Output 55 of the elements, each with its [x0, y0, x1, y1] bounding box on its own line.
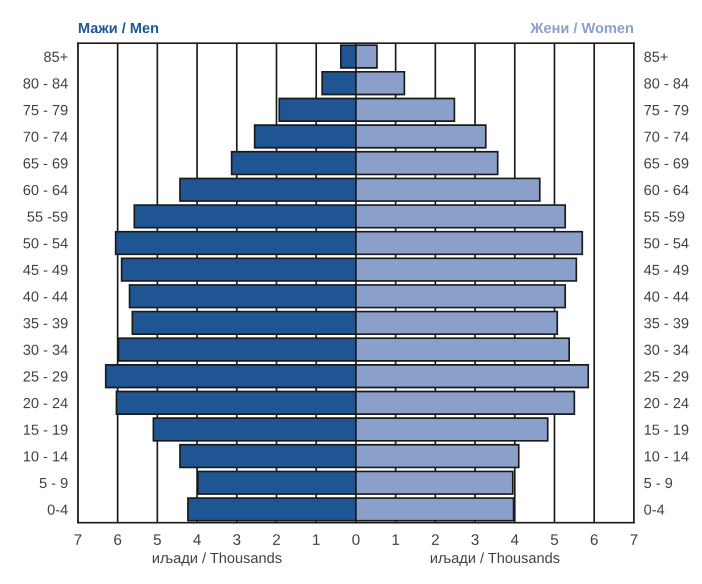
y-tick-label: 70 - 74 — [644, 132, 689, 142]
x-tick-label: 4 — [193, 534, 201, 545]
category-label: 5 - 9 — [40, 478, 68, 488]
category-label: 60 - 64 — [24, 184, 68, 196]
x-axis-title: иљади / Thousands — [152, 552, 282, 566]
text: Жени / Women — [530, 22, 634, 34]
category-label: 45 - 49 — [23, 264, 68, 276]
y-tick-label: 65 - 69 — [644, 158, 688, 169]
x-tick-label: 5 — [154, 534, 161, 546]
y-tick-label: 75 - 79 — [644, 104, 688, 116]
category-label: 0-4 — [48, 504, 68, 515]
category-label: 15 - 19 — [24, 424, 68, 435]
x-tick-label: 1 — [313, 534, 320, 545]
x-tick-label: 2 — [273, 534, 280, 545]
x-tick-label: 7 — [630, 534, 638, 545]
category-label: 25 - 29 — [24, 371, 68, 382]
y-tick-label: 30 - 34 — [644, 344, 689, 355]
category-label: 55 -59 — [27, 211, 68, 222]
y-tick-label: 25 - 29 — [644, 371, 688, 382]
x-tick-label: 3 — [471, 534, 479, 546]
y-tick-label: 55 -59 — [644, 211, 684, 222]
y-tick-label: 60 - 64 — [644, 184, 689, 196]
x-tick-label: 7 — [74, 534, 82, 545]
category-label: 65 - 69 — [24, 158, 68, 169]
category-label: 20 - 24 — [24, 398, 68, 408]
y-tick-label: 35 - 39 — [644, 318, 688, 328]
y-tick-label: 20 - 24 — [644, 398, 689, 408]
text: Мажи / Men — [78, 22, 158, 34]
y-tick-label: 40 - 44 — [644, 291, 689, 302]
y-tick-label: 85+ — [644, 52, 668, 62]
x-tick-label: 3 — [233, 534, 240, 546]
x-tick-label: 0 — [352, 534, 360, 546]
y-tick-label: 5 - 9 — [644, 478, 672, 488]
y-tick-label: 10 - 14 — [644, 451, 689, 462]
category-label: 50 - 54 — [23, 238, 68, 248]
y-tick-label: 50 - 54 — [644, 238, 689, 248]
y-tick-label: 15 - 19 — [644, 424, 688, 435]
text: иљади / Thousands — [430, 552, 560, 566]
x-tick-label: 2 — [432, 534, 439, 545]
category-label: 75 - 79 — [24, 104, 68, 116]
y-tick-label: 80 - 84 — [644, 78, 689, 89]
x-tick-label: 5 — [550, 534, 558, 546]
category-label: 85+ — [44, 52, 68, 62]
x-tick-label: 4 — [510, 534, 519, 545]
category-label: 10 - 14 — [24, 451, 68, 462]
category-label: 30 - 34 — [23, 344, 68, 355]
x-tick-label: 6 — [114, 534, 122, 546]
y-tick-label: 0-4 — [644, 504, 664, 515]
category-label: 35 - 39 — [23, 318, 68, 328]
category-label: 80 - 84 — [23, 78, 68, 89]
y-tick-label: 45 - 49 — [644, 264, 688, 276]
category-label: 70 - 74 — [24, 132, 68, 142]
x-tick-label: 1 — [392, 534, 400, 545]
category-label: 40 - 44 — [23, 291, 68, 302]
x-tick-label: 6 — [590, 534, 598, 546]
